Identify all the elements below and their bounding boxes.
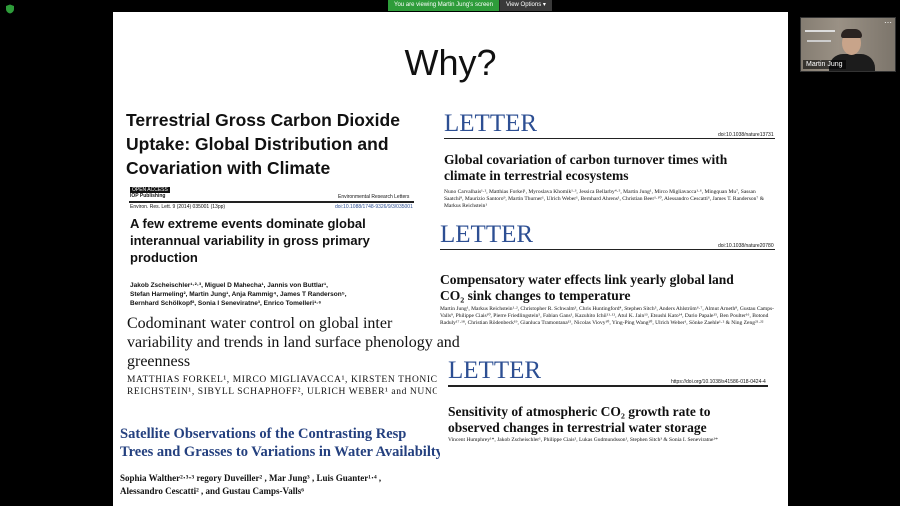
video-shelf — [805, 30, 835, 32]
letter3-authors: Vincent Humphrey¹*, Jakob Zscheischler¹,… — [448, 437, 718, 443]
more-options-icon[interactable]: ⋯ — [884, 18, 892, 27]
video-shelf — [807, 40, 831, 42]
participant-hair — [841, 29, 862, 38]
paper2-doi: doi:10.1088/1748-9326/9/3/035001 — [335, 204, 413, 210]
paper2-rule — [129, 201, 414, 203]
slide-title: Why? — [404, 42, 497, 83]
viewing-screen-message: You are viewing Martin Jung's screen — [388, 0, 499, 11]
letter3-doi: https://doi.org/10.1038/s41586-018-0424-… — [671, 379, 766, 385]
letter1-authors: Nuno Carvalhais¹·², Matthias Forkel¹, My… — [444, 189, 765, 209]
paper3-title: Codominant water control on global inter… — [127, 315, 460, 370]
letter2-title: Compensatory water effects link yearly g… — [440, 272, 734, 303]
participant-video-tile[interactable]: ⋯ Martin Jung — [800, 17, 896, 72]
paper4-title: Satellite Observations of the Contrastin… — [120, 426, 440, 460]
participant-name: Martin Jung — [803, 60, 846, 69]
letter1-label: LETTER — [444, 110, 538, 137]
letter1-doi: doi:10.1038/nature13731 — [718, 132, 774, 138]
letter3-title: Sensitivity of atmospheric CO₂ growth ra… — [448, 404, 711, 435]
letter1-title: Global covariation of carbon turnover ti… — [444, 152, 728, 183]
paper2-citation: Environ. Res. Lett. 9 (2014) 035001 (13p… — [130, 204, 226, 210]
paper2-authors: Jakob Zscheischler¹·²·³, Miguel D Mahech… — [130, 282, 347, 307]
shield-icon — [6, 4, 14, 14]
paper4-authors: Sophia Walther²·³·³ regory Duveiller² , … — [120, 473, 382, 496]
letter3-rule — [448, 385, 768, 387]
view-options-button[interactable]: View Options ▾ — [498, 0, 552, 11]
letter1-rule — [444, 138, 775, 139]
paper2-header: OPEN ACCESS IOP Publishing — [130, 187, 170, 199]
shared-slide: Why? Terrestrial Gross Carbon Dioxide Up… — [113, 12, 788, 506]
paper3-authors: MATTHIAS FORKEL¹, MIRCO MIGLIAVACCA¹, KI… — [127, 375, 437, 397]
letter3-label: LETTER — [448, 357, 542, 384]
letter2-doi: doi:10.1038/nature20780 — [718, 243, 774, 249]
letter2-authors: Martin Jung¹, Markus Reichstein¹·², Chri… — [440, 306, 774, 326]
paper1-title: Terrestrial Gross Carbon Dioxide Uptake:… — [126, 110, 400, 178]
letter2-label: LETTER — [440, 221, 534, 248]
paper2-journal: Environmental Research Letters — [338, 194, 410, 200]
screen-share-banner: You are viewing Martin Jung's screen Vie… — [388, 0, 552, 11]
letter2-rule — [440, 249, 775, 250]
paper2-title: A few extreme events dominate global int… — [130, 216, 370, 265]
